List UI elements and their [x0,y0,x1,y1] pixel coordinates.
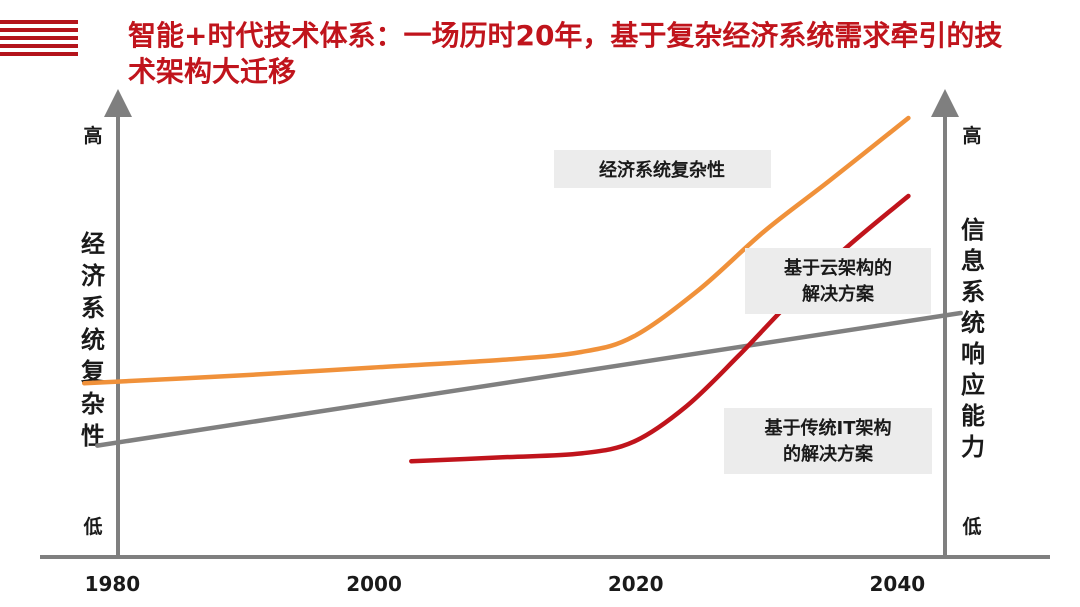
annotation-traditional-bg [724,408,932,474]
x-tick-labels: 1980 2000 2020 2040 [85,572,926,596]
x-tick-label: 1980 [85,572,141,596]
x-tick-label: 2000 [346,572,402,596]
x-tick-label: 2040 [870,572,926,596]
annotation-economy: 经济系统复杂性 [554,150,771,188]
left-axis-high: 高 [83,124,102,147]
left-axis-low: 低 [82,515,102,538]
right-axis-low: 低 [961,515,981,538]
annotation-economy-text: 经济系统复杂性 [599,159,725,181]
right-axis-label-text: 信息系统响应能力 [961,216,985,461]
series-line-economy-complexity [81,115,911,386]
right-axis-label: 信息系统响应能力 [961,216,985,461]
annotation-cloud-text: 基于云架构的解决方案 [783,257,892,305]
logo-stripes [0,20,78,64]
annotation-traditional: 基于传统IT架构的解决方案 [724,408,932,474]
left-axis-label-text: 经济系统复杂性 [80,230,106,450]
annotation-cloud-bg [745,248,931,314]
annotation-economy-bg [554,150,771,188]
annotation-cloud: 基于云架构的解决方案 [745,248,931,314]
series-line-traditional-it [95,310,964,448]
annotation-traditional-text: 基于传统IT架构的解决方案 [764,417,892,465]
left-axis-label: 经济系统复杂性 [80,230,106,450]
right-axis-high: 高 [962,124,981,147]
page-title: 智能+时代技术体系：一场历时20年，基于复杂经济系统需求牵引的技术架构大迁移 [128,19,1003,88]
x-tick-label: 2020 [608,572,664,596]
